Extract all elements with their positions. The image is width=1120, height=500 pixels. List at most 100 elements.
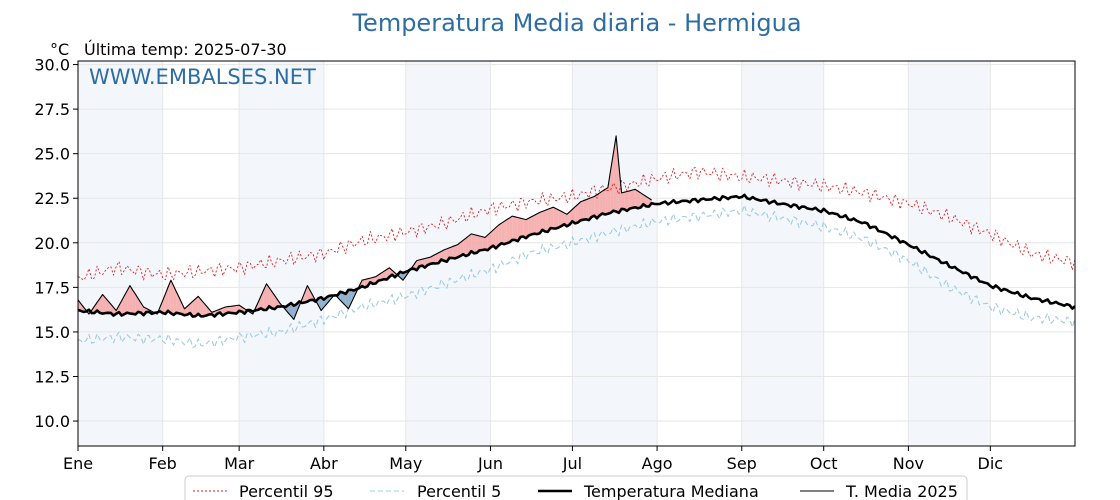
anomaly-segment bbox=[364, 278, 368, 287]
y-tick-label: 25.0 bbox=[34, 145, 70, 164]
anomaly-fills bbox=[78, 135, 652, 320]
anomaly-segment bbox=[550, 207, 554, 230]
y-tick-label: 22.5 bbox=[34, 189, 70, 208]
legend-label: Temperatura Mediana bbox=[583, 482, 759, 500]
anomaly-segment bbox=[599, 191, 603, 216]
anomaly-segment bbox=[132, 289, 136, 314]
anomaly-segment bbox=[304, 285, 308, 302]
plot-frame bbox=[77, 60, 1076, 447]
anomaly-segment bbox=[200, 299, 204, 316]
anomaly-segment bbox=[454, 244, 458, 258]
anomaly-segment bbox=[465, 236, 469, 255]
anomaly-segment bbox=[637, 191, 641, 208]
series-lines bbox=[77, 135, 1076, 349]
anomaly-segment bbox=[498, 223, 502, 246]
anomaly-segment bbox=[206, 305, 210, 316]
anomaly-segment bbox=[99, 294, 103, 313]
anomaly-segment bbox=[512, 216, 516, 242]
anomaly-segment bbox=[523, 218, 526, 238]
anomaly-segment bbox=[424, 257, 428, 266]
anomaly-segment bbox=[588, 197, 592, 219]
anomaly-segment bbox=[515, 216, 518, 241]
anomaly-segment bbox=[509, 216, 513, 242]
anomaly-segment bbox=[127, 285, 130, 314]
anomaly-segment bbox=[351, 289, 354, 304]
anomaly-segment bbox=[258, 295, 262, 310]
anomaly-segment bbox=[482, 236, 485, 251]
anomaly-segment bbox=[192, 298, 196, 316]
anomaly-segment bbox=[536, 212, 540, 234]
anomaly-segment bbox=[487, 232, 491, 249]
anomaly-segment bbox=[266, 283, 270, 309]
anomaly-segment bbox=[113, 307, 117, 315]
anomaly-segment bbox=[591, 196, 595, 218]
anomaly-segment bbox=[181, 303, 185, 315]
anomaly-segment bbox=[198, 296, 201, 316]
unit-label: °C bbox=[50, 40, 69, 59]
anomaly-segment bbox=[493, 227, 496, 248]
anomaly-segment bbox=[607, 170, 611, 214]
anomaly-segment bbox=[586, 198, 589, 220]
x-tick-label: Jul bbox=[562, 454, 582, 473]
anomaly-segment bbox=[435, 252, 439, 263]
anomaly-segment bbox=[170, 280, 174, 314]
anomaly-segment bbox=[501, 221, 505, 245]
anomaly-segment bbox=[135, 294, 139, 314]
anomaly-segment bbox=[471, 233, 475, 254]
anomaly-segment bbox=[474, 234, 477, 253]
anomaly-segment bbox=[124, 290, 128, 314]
anomaly-segment bbox=[553, 207, 557, 229]
x-tick-label: Jun bbox=[477, 454, 503, 473]
month-bands bbox=[78, 61, 991, 446]
anomaly-segment bbox=[556, 208, 559, 228]
y-tick-label: 10.0 bbox=[34, 412, 70, 431]
anomaly-segment bbox=[596, 192, 600, 217]
anomaly-segment bbox=[233, 305, 237, 313]
anomaly-segment bbox=[310, 290, 313, 301]
anomaly-segment bbox=[457, 242, 461, 257]
month-band bbox=[572, 61, 658, 446]
anomaly-segment bbox=[140, 302, 144, 314]
x-axis: Ene Feb Mar Abr May Jun Jul Ago Sep Oct Nov Dic bbox=[63, 446, 1003, 473]
anomaly-segment bbox=[506, 217, 510, 243]
watermark: WWW.EMBALSES.NET bbox=[89, 65, 316, 89]
chart-title: Temperatura Media diaria - Hermigua bbox=[351, 9, 801, 37]
median-line bbox=[77, 193, 1076, 318]
anomaly-segment bbox=[545, 209, 548, 231]
anomaly-segment bbox=[269, 287, 272, 309]
anomaly-segment bbox=[433, 254, 436, 264]
anomaly-segment bbox=[504, 219, 507, 244]
anomaly-segment bbox=[444, 248, 447, 261]
anomaly-segment bbox=[80, 303, 84, 312]
anomaly-segment bbox=[195, 296, 199, 316]
anomaly-segment bbox=[271, 291, 275, 309]
anomaly-segment bbox=[460, 240, 464, 257]
x-tick-label: Mar bbox=[224, 454, 255, 473]
legend-label: Percentil 95 bbox=[239, 482, 334, 500]
y-axis: 10.0 12.5 15.0 17.5 20.0 22.5 25.0 27.5 30.0 bbox=[34, 56, 78, 431]
anomaly-segment bbox=[577, 201, 581, 222]
anomaly-segment bbox=[373, 276, 376, 284]
legend-label: T. Media 2025 bbox=[845, 482, 958, 500]
last-update-label: Última temp: 2025-07-30 bbox=[84, 40, 287, 59]
anomaly-segment bbox=[602, 189, 606, 215]
y-tick-label: 30.0 bbox=[34, 56, 70, 75]
current-year-line bbox=[77, 135, 652, 320]
anomaly-segment bbox=[646, 196, 649, 206]
anomaly-segment bbox=[383, 269, 387, 280]
x-tick-label: Abr bbox=[310, 454, 338, 473]
anomaly-segment bbox=[484, 234, 488, 250]
anomaly-segment bbox=[561, 211, 565, 227]
anomaly-segment bbox=[463, 238, 466, 256]
anomaly-segment bbox=[616, 135, 619, 212]
y-tick-label: 27.5 bbox=[34, 100, 70, 119]
anomaly-segment bbox=[531, 215, 535, 235]
anomaly-segment bbox=[168, 280, 171, 314]
x-tick-label: Ene bbox=[63, 454, 93, 473]
anomaly-segment bbox=[263, 283, 267, 310]
y-tick-label: 15.0 bbox=[34, 323, 70, 342]
legend: Percentil 95 Percentil 5 Temperatura Media… bbox=[184, 475, 968, 500]
anomaly-segment bbox=[583, 199, 587, 221]
anomaly-segment bbox=[173, 285, 177, 314]
